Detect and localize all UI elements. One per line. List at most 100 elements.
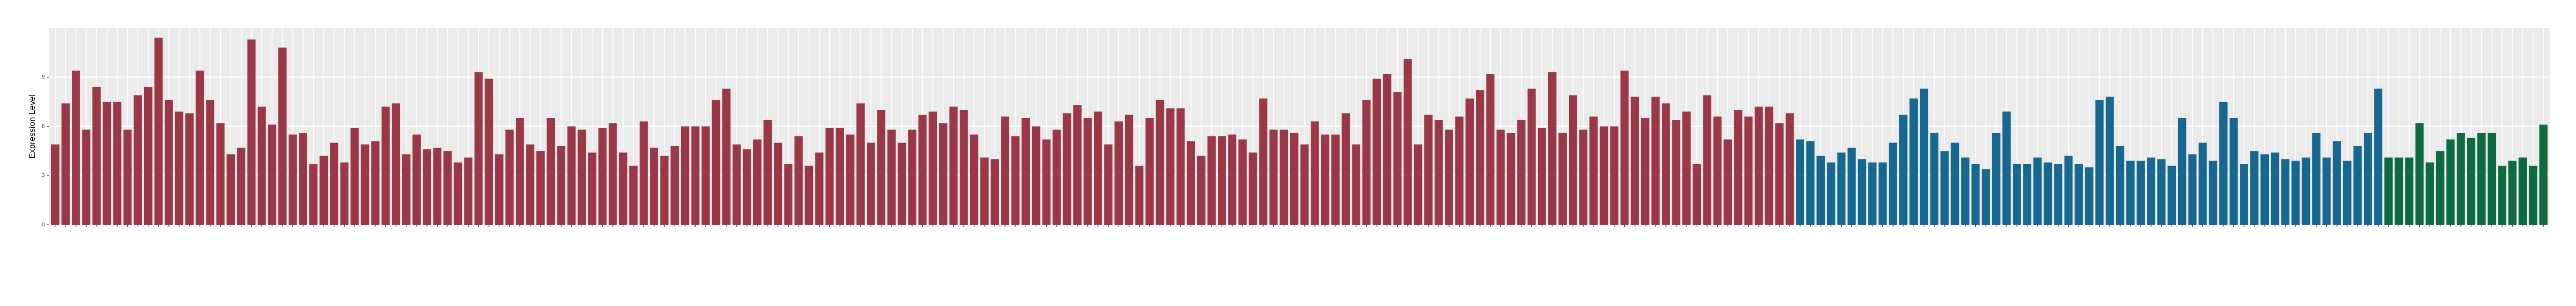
bar: [2043, 162, 2052, 225]
bar: [319, 156, 328, 225]
bar: [1300, 144, 1309, 225]
bar: [1145, 118, 1154, 225]
bar: [598, 128, 607, 225]
bar: [949, 107, 958, 225]
bar: [226, 154, 235, 225]
bar: [918, 114, 927, 225]
bar: [351, 128, 359, 225]
bar: [2498, 166, 2506, 225]
bar: [1094, 111, 1102, 225]
bar: [712, 100, 721, 225]
bar: [2374, 89, 2383, 225]
bar: [1001, 116, 1009, 225]
bar: [670, 146, 679, 225]
bar: [2322, 157, 2331, 225]
bar: [536, 151, 545, 225]
bar: [1775, 123, 1784, 225]
bar: [825, 128, 834, 225]
bar: [258, 107, 266, 225]
bar: [1011, 136, 1020, 225]
bar: [1631, 97, 1639, 225]
bar: [2219, 101, 2228, 225]
bar: [134, 95, 143, 225]
bar: [929, 111, 937, 225]
bar: [1744, 116, 1753, 225]
bar: [1321, 135, 1330, 225]
bar: [1104, 144, 1113, 225]
bar: [329, 142, 338, 225]
bar: [691, 126, 700, 225]
bar: [1858, 159, 1867, 225]
bar: [1765, 107, 1774, 225]
bar: [2487, 132, 2496, 225]
bar: [340, 162, 349, 225]
bar: [485, 79, 494, 225]
bar: [288, 135, 297, 225]
bar: [846, 135, 855, 225]
bar: [1166, 108, 1175, 225]
bar: [474, 72, 483, 225]
bar: [897, 142, 906, 225]
bar: [154, 37, 163, 225]
bar: [1362, 100, 1371, 225]
bar: [1589, 116, 1598, 225]
bar: [309, 164, 318, 225]
bar: [1269, 129, 1278, 225]
bar: [1919, 89, 1928, 225]
bar: [175, 111, 184, 225]
bar: [2384, 157, 2393, 225]
bar: [2136, 160, 2145, 225]
bar: [526, 144, 535, 225]
bar: [1992, 132, 2001, 225]
bar: [2064, 156, 2073, 225]
bar: [1290, 132, 1299, 225]
bar: [2353, 146, 2362, 225]
bar: [433, 147, 442, 225]
bar: [381, 107, 390, 225]
bar: [877, 110, 886, 225]
bar: [1455, 116, 1464, 225]
bar: [1248, 152, 1257, 225]
bar: [195, 70, 204, 225]
bar: [423, 149, 431, 225]
bar: [1217, 136, 1226, 225]
bar: [867, 142, 875, 225]
bar: [443, 151, 452, 225]
bar: [639, 121, 648, 225]
y-axis-title: Expression Level: [28, 94, 37, 159]
bar: [1692, 164, 1701, 225]
bar: [887, 129, 896, 225]
bar: [1124, 114, 1133, 225]
bar: [144, 87, 153, 225]
bar: [2302, 157, 2310, 225]
bar: [1404, 59, 1412, 225]
bar: [1042, 139, 1051, 225]
bar: [2281, 159, 2290, 225]
bar: [1187, 141, 1195, 225]
bar: [92, 87, 101, 225]
bar: [2260, 154, 2269, 225]
bar: [1785, 113, 1794, 225]
bar: [2177, 118, 2186, 225]
bar: [2436, 151, 2445, 225]
y-tick-label: 9: [42, 74, 45, 80]
bar: [2415, 123, 2424, 225]
bar: [2312, 132, 2321, 225]
bar: [1950, 142, 1959, 225]
bar: [123, 129, 132, 225]
bar: [2147, 157, 2155, 225]
bar: [2426, 162, 2434, 225]
bar: [1445, 129, 1453, 225]
bar: [1899, 114, 1908, 225]
bar: [546, 118, 555, 225]
bar: [1393, 92, 1402, 225]
bar: [1053, 129, 1061, 225]
bar: [2508, 160, 2517, 225]
bar: [1311, 121, 1319, 225]
y-tick-label: 6: [42, 123, 45, 129]
bar: [2456, 132, 2465, 225]
bar: [2054, 164, 2062, 225]
bar: [2002, 111, 2011, 225]
bar: [990, 159, 999, 225]
